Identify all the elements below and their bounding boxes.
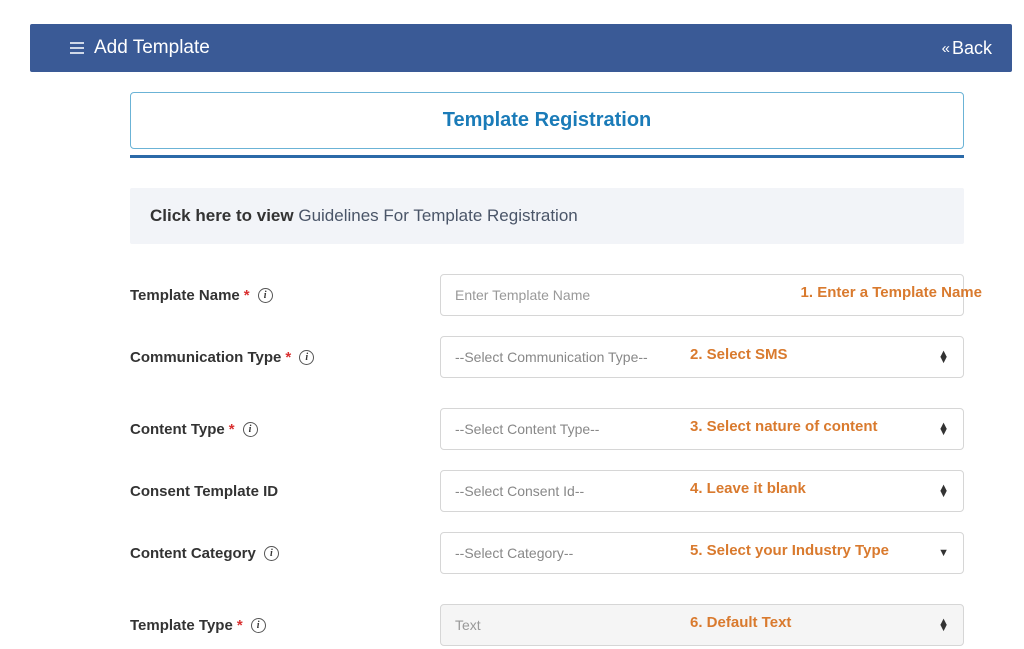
row-communication-type: Communication Type * i --Select Communic… (130, 336, 964, 378)
back-chevron-icon: « (942, 40, 946, 57)
info-icon[interactable]: i (243, 422, 258, 437)
chevron-updown-icon: ▲▼ (938, 485, 949, 497)
communication-type-select[interactable]: --Select Communication Type-- ▲▼ (440, 336, 964, 378)
row-content-type: Content Type * i --Select Content Type--… (130, 408, 964, 450)
label-communication-type: Communication Type * i (130, 349, 440, 366)
tab-label: Template Registration (443, 109, 652, 131)
tab-underline (130, 155, 964, 158)
guidelines-link[interactable]: Click here to view Guidelines For Templa… (130, 188, 964, 244)
content-area: Template Registration Click here to view… (0, 72, 1024, 646)
required-mark: * (285, 349, 291, 366)
label-content-category: Content Category i (130, 545, 440, 562)
guidelines-bold: Click here to view (150, 206, 294, 225)
row-template-type: Template Type * i Text ▲▼ 6. Default Tex… (130, 604, 964, 646)
label-template-type: Template Type * i (130, 617, 440, 634)
required-mark: * (229, 421, 235, 438)
select-placeholder: --Select Consent Id-- (455, 483, 584, 499)
label-content-type: Content Type * i (130, 421, 440, 438)
info-icon[interactable]: i (251, 618, 266, 633)
content-category-select[interactable]: --Select Category-- ▼ (440, 532, 964, 574)
menu-icon[interactable] (70, 42, 84, 54)
back-label: Back (952, 38, 992, 59)
page-title: Add Template (94, 37, 210, 59)
info-icon[interactable]: i (299, 350, 314, 365)
input-template-name-wrap (440, 274, 964, 316)
back-button[interactable]: « Back (942, 38, 992, 59)
info-icon[interactable]: i (258, 288, 273, 303)
row-template-name: Template Name* i 1. Enter a Template Nam… (130, 274, 964, 316)
required-mark: * (244, 287, 250, 304)
chevron-updown-icon: ▲▼ (938, 351, 949, 363)
chevron-down-icon: ▼ (938, 547, 949, 559)
template-name-input[interactable] (455, 287, 949, 303)
row-consent-template-id: Consent Template ID --Select Consent Id-… (130, 470, 964, 512)
label-template-name: Template Name* i (130, 287, 440, 304)
header-bar: Add Template « Back (30, 24, 1012, 72)
select-placeholder: Text (455, 617, 481, 633)
select-placeholder: --Select Category-- (455, 545, 573, 561)
tab-template-registration[interactable]: Template Registration (130, 92, 964, 149)
row-content-category: Content Category i --Select Category-- ▼… (130, 532, 964, 574)
info-icon[interactable]: i (264, 546, 279, 561)
header-left: Add Template (70, 37, 210, 59)
select-placeholder: --Select Communication Type-- (455, 349, 648, 365)
guidelines-rest: Guidelines For Template Registration (294, 206, 578, 225)
label-consent-template-id: Consent Template ID (130, 483, 440, 500)
template-type-select[interactable]: Text ▲▼ (440, 604, 964, 646)
required-mark: * (237, 617, 243, 634)
chevron-updown-icon: ▲▼ (938, 619, 949, 631)
chevron-updown-icon: ▲▼ (938, 423, 949, 435)
consent-id-select[interactable]: --Select Consent Id-- ▲▼ (440, 470, 964, 512)
select-placeholder: --Select Content Type-- (455, 421, 599, 437)
content-type-select[interactable]: --Select Content Type-- ▲▼ (440, 408, 964, 450)
